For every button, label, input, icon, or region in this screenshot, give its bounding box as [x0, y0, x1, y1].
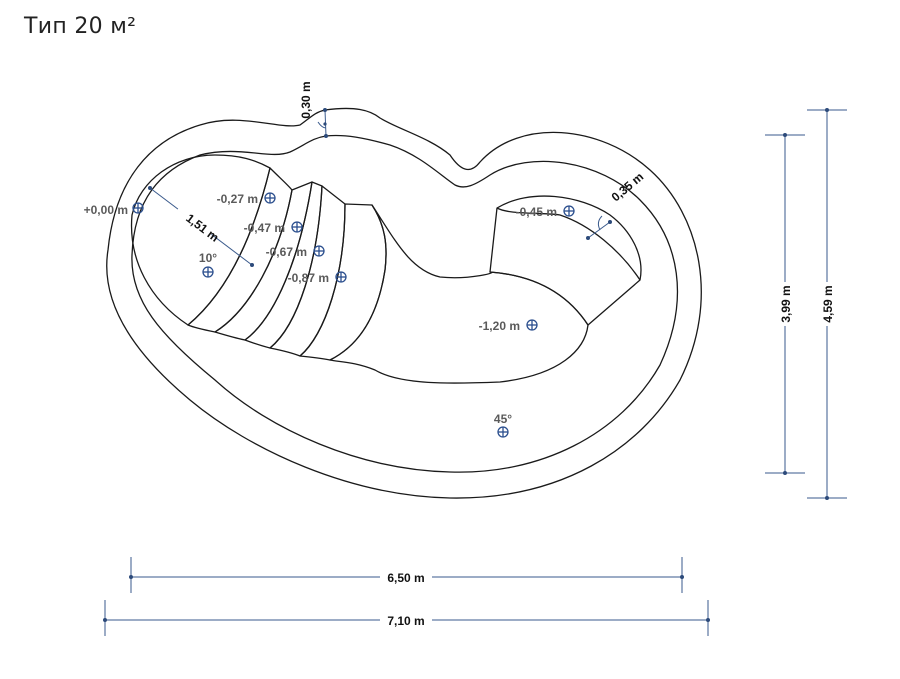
level-marker-067 — [313, 245, 325, 257]
right-bench-edge — [496, 207, 641, 281]
deep-area — [329, 204, 589, 384]
level-marker-047 — [291, 221, 303, 233]
level-marker-027 — [264, 192, 276, 204]
level-label-027: -0,27 m — [217, 192, 258, 206]
depth-outer-dimension: 4,59 m — [821, 285, 835, 322]
depth-inner-dimension: 3,99 m — [779, 285, 793, 322]
level-marker-120 — [526, 319, 538, 331]
level-label-067: -0,67 m — [266, 245, 307, 259]
pool-outer-edge — [106, 107, 702, 499]
right-bench — [489, 195, 642, 326]
level-label-000: +0,00 m — [84, 203, 128, 217]
angle-label-45: 45° — [494, 412, 512, 426]
rim-top-dimension: 0,30 m — [299, 81, 313, 118]
level-marker-087 — [335, 271, 347, 283]
shallow-area — [130, 154, 271, 326]
width-inner-dimension-line — [129, 557, 684, 593]
angle-marker-45 — [497, 426, 509, 438]
angle-label-10: 10° — [199, 251, 217, 265]
page-title: Тип 20 м² — [24, 14, 137, 39]
depth-inner-dimension-line — [765, 133, 805, 475]
level-label-120: -1,20 m — [479, 319, 520, 333]
level-marker-045 — [563, 205, 575, 217]
depth-outer-dimension-line — [807, 108, 847, 500]
pool-inner-edge — [131, 134, 678, 473]
width-outer-dimension-line — [103, 600, 710, 636]
width-outer-dimension: 7,10 m — [387, 614, 424, 628]
width-inner-dimension: 6,50 m — [387, 571, 424, 585]
level-label-087: -0,87 m — [288, 271, 329, 285]
rim-right-dimension: 0,35 m — [609, 170, 647, 205]
angle-marker-10 — [202, 266, 214, 278]
level-marker-000 — [132, 202, 144, 214]
level-label-045: -0,45 m — [516, 205, 557, 219]
level-label-047: -0,47 m — [244, 221, 285, 235]
